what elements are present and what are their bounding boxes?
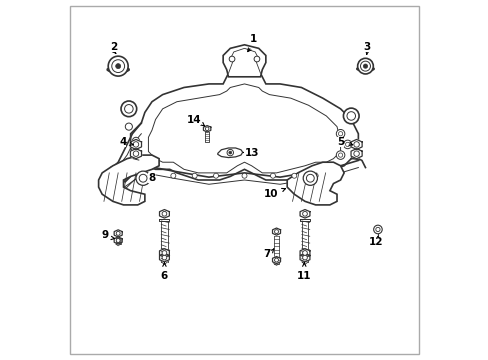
Circle shape: [291, 173, 296, 178]
Text: 2: 2: [110, 41, 117, 51]
Circle shape: [133, 142, 139, 147]
Polygon shape: [159, 219, 169, 221]
Polygon shape: [223, 45, 265, 77]
Circle shape: [254, 56, 259, 62]
Polygon shape: [114, 237, 122, 244]
Polygon shape: [300, 249, 309, 257]
Circle shape: [302, 211, 307, 216]
Circle shape: [353, 142, 359, 147]
Polygon shape: [148, 84, 340, 173]
Polygon shape: [350, 139, 362, 149]
Polygon shape: [300, 219, 309, 221]
Circle shape: [116, 239, 120, 242]
Polygon shape: [130, 139, 141, 149]
Text: 7: 7: [263, 249, 270, 259]
Text: 4: 4: [119, 136, 126, 147]
Text: 9: 9: [101, 230, 108, 240]
Circle shape: [213, 173, 218, 178]
Circle shape: [139, 174, 147, 182]
Text: 6: 6: [161, 271, 168, 281]
Polygon shape: [159, 249, 169, 257]
Polygon shape: [130, 149, 141, 159]
Circle shape: [306, 174, 314, 182]
Text: 10: 10: [264, 189, 278, 199]
Circle shape: [353, 151, 359, 156]
Text: 12: 12: [368, 237, 383, 247]
Polygon shape: [300, 253, 309, 262]
Polygon shape: [350, 149, 362, 159]
Text: 1: 1: [249, 35, 257, 44]
Circle shape: [112, 60, 124, 72]
Polygon shape: [272, 228, 280, 235]
Circle shape: [133, 151, 139, 156]
Polygon shape: [286, 162, 344, 205]
Polygon shape: [159, 210, 169, 218]
Circle shape: [170, 173, 176, 178]
Circle shape: [345, 142, 349, 147]
Circle shape: [274, 230, 278, 234]
Text: 11: 11: [296, 271, 311, 281]
Circle shape: [121, 101, 137, 117]
Text: 3: 3: [363, 41, 370, 51]
Circle shape: [116, 231, 120, 235]
Circle shape: [162, 211, 166, 216]
Polygon shape: [159, 253, 169, 262]
Circle shape: [346, 112, 355, 120]
Circle shape: [205, 127, 208, 131]
Polygon shape: [114, 230, 122, 237]
Circle shape: [242, 173, 246, 178]
Circle shape: [338, 153, 342, 157]
Circle shape: [343, 140, 351, 149]
Polygon shape: [203, 126, 210, 132]
Circle shape: [338, 132, 342, 136]
Circle shape: [116, 64, 121, 69]
Circle shape: [302, 255, 307, 260]
Circle shape: [357, 58, 372, 74]
Circle shape: [228, 151, 231, 154]
Circle shape: [303, 171, 317, 185]
Polygon shape: [130, 66, 358, 180]
Circle shape: [108, 56, 128, 76]
Text: 14: 14: [186, 115, 201, 125]
Circle shape: [162, 255, 166, 260]
Text: 13: 13: [244, 148, 258, 158]
Circle shape: [363, 64, 367, 68]
Circle shape: [274, 258, 278, 262]
Ellipse shape: [356, 67, 373, 71]
Circle shape: [360, 61, 370, 71]
Circle shape: [136, 171, 150, 185]
Ellipse shape: [107, 67, 129, 72]
Circle shape: [343, 108, 358, 124]
Circle shape: [125, 123, 132, 130]
Circle shape: [270, 173, 275, 178]
Circle shape: [302, 251, 307, 255]
Circle shape: [132, 137, 139, 144]
Polygon shape: [99, 155, 159, 205]
Circle shape: [312, 173, 318, 178]
Circle shape: [229, 56, 234, 62]
Circle shape: [336, 151, 344, 159]
Text: 8: 8: [148, 173, 155, 183]
Circle shape: [226, 149, 233, 156]
Circle shape: [124, 104, 133, 113]
Circle shape: [162, 251, 166, 255]
Polygon shape: [217, 148, 242, 158]
Polygon shape: [300, 210, 309, 218]
Text: 5: 5: [336, 136, 344, 147]
Circle shape: [192, 173, 197, 178]
Circle shape: [336, 130, 344, 138]
Polygon shape: [272, 257, 280, 264]
